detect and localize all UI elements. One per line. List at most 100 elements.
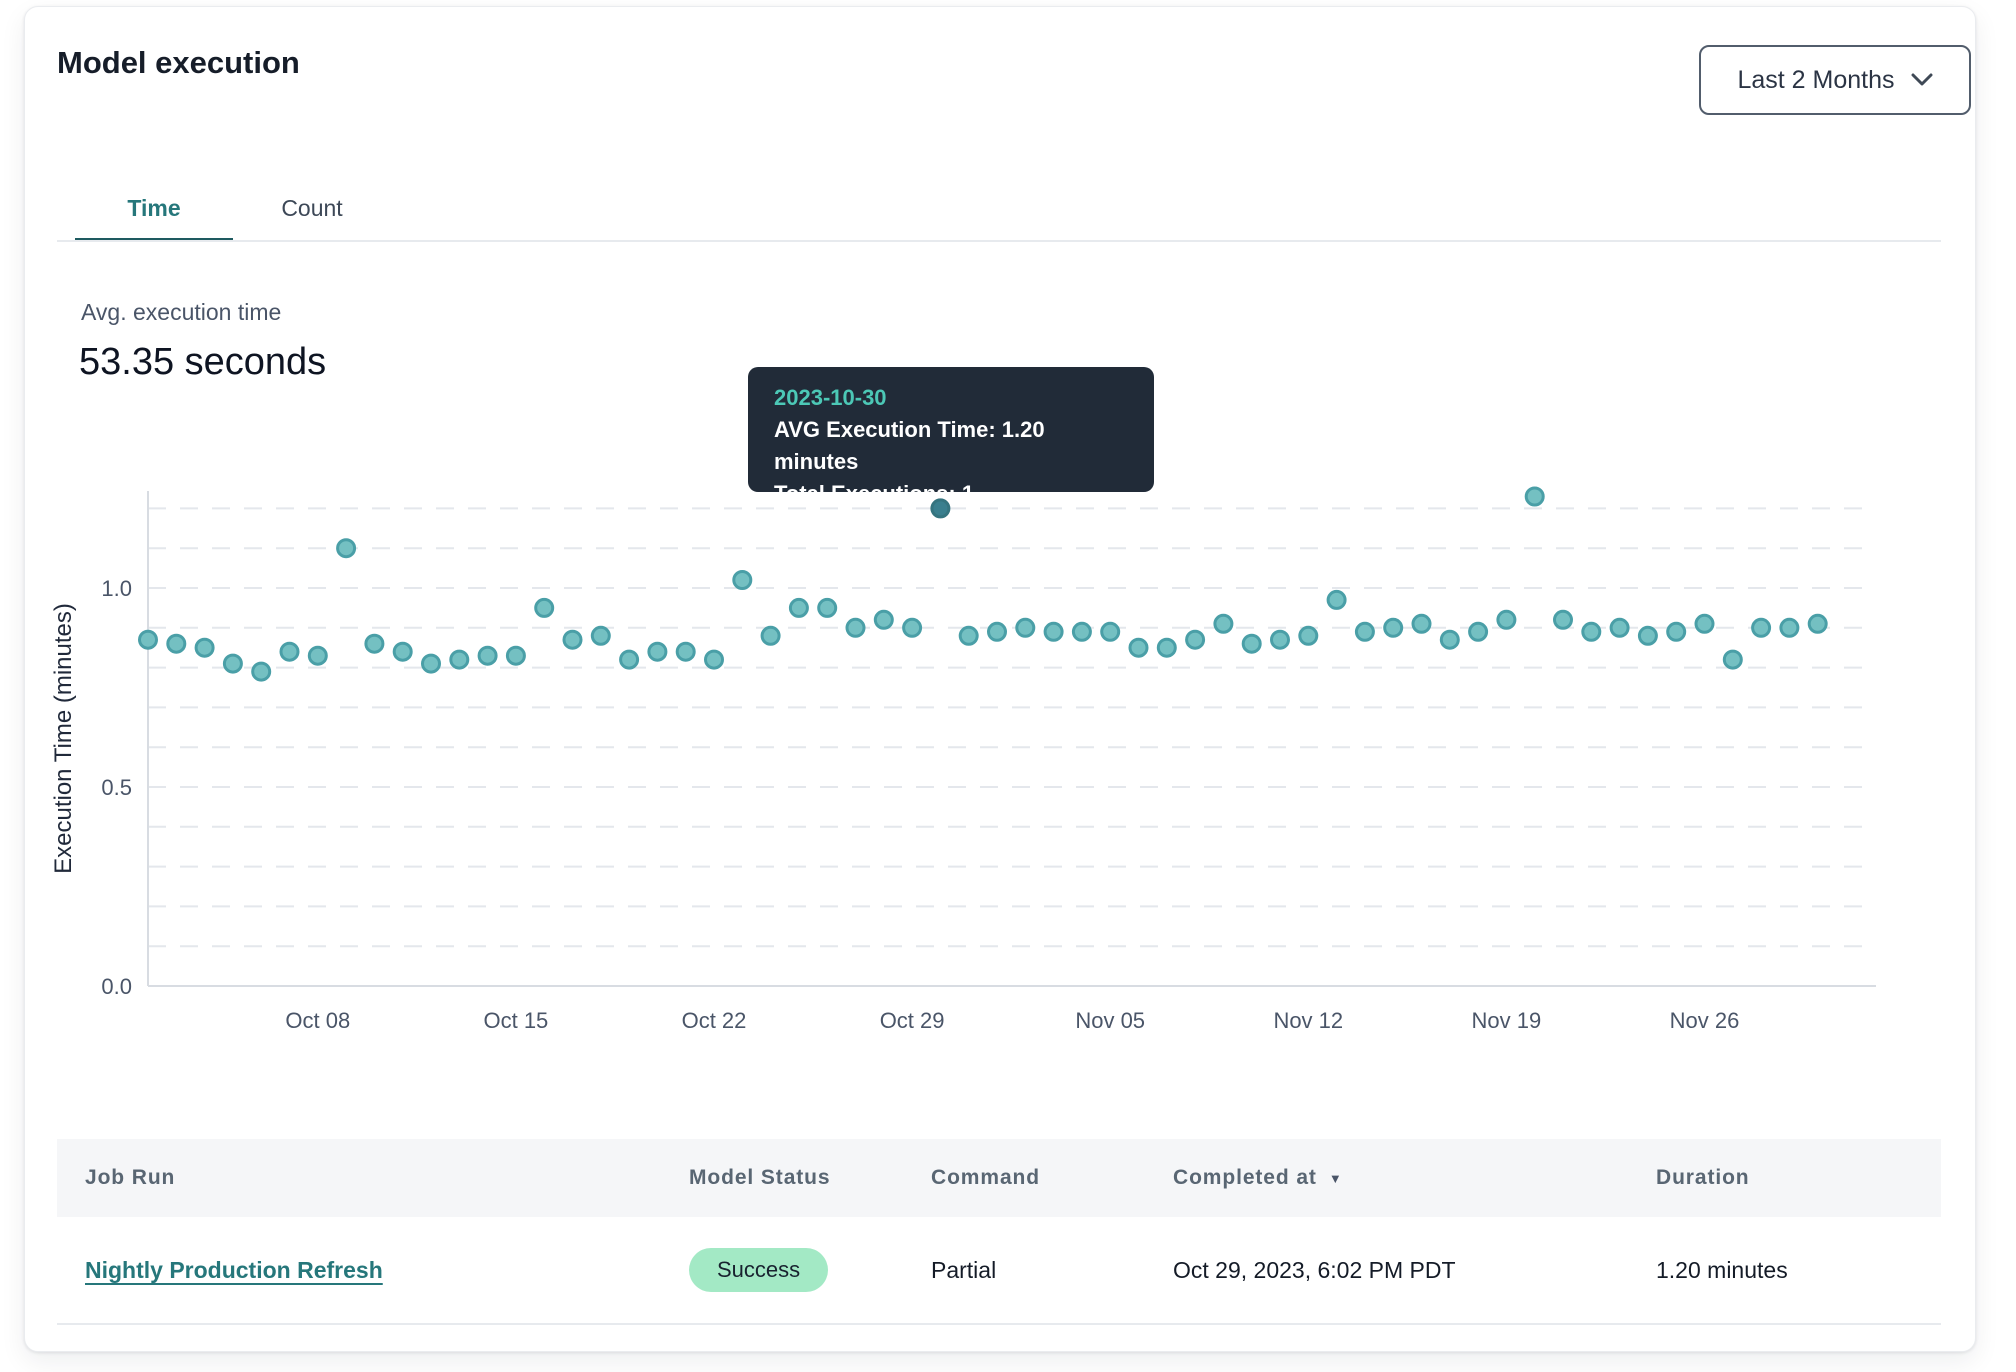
- data-point[interactable]: [251, 661, 272, 682]
- data-point[interactable]: [1553, 609, 1573, 630]
- x-tick-label: Oct 22: [682, 1008, 747, 1033]
- data-point[interactable]: [166, 633, 187, 654]
- data-point[interactable]: [1439, 629, 1460, 650]
- data-point[interactable]: [1383, 617, 1404, 638]
- column-header-job-run: Job Run: [85, 1166, 176, 1189]
- data-point[interactable]: [1298, 625, 1319, 646]
- chevron-down-icon: [1911, 73, 1933, 86]
- job-runs-table: Job Run Model Status Command Completed a…: [57, 1139, 1941, 1325]
- data-point[interactable]: [194, 637, 215, 658]
- table-row: Nightly Production Refresh Success Parti…: [57, 1217, 1941, 1325]
- data-point[interactable]: [1524, 486, 1545, 507]
- data-point[interactable]: [845, 617, 866, 638]
- data-point[interactable]: [1071, 621, 1092, 642]
- duration-cell: 1.20 minutes: [1656, 1256, 1788, 1283]
- data-point[interactable]: [590, 625, 611, 646]
- data-point[interactable]: [760, 625, 781, 646]
- date-range-dropdown[interactable]: Last 2 Months: [1699, 45, 1971, 115]
- data-point[interactable]: [1241, 633, 1262, 654]
- execution-time-scatter-chart[interactable]: 0.0 0.5 1.0 Execution Time (minutes) Oct 08 O…: [41, 421, 1951, 1071]
- data-point[interactable]: [987, 621, 1007, 642]
- data-point[interactable]: [449, 649, 470, 670]
- tooltip-avg-execution: AVG Execution Time: 1.20 minutes: [774, 417, 1045, 474]
- column-header-command: Command: [931, 1166, 1040, 1189]
- x-tick-label: Nov 26: [1670, 1008, 1740, 1033]
- data-point[interactable]: [873, 609, 894, 630]
- data-point[interactable]: [1722, 649, 1743, 670]
- data-point[interactable]: [477, 645, 498, 666]
- data-point[interactable]: [732, 570, 753, 590]
- data-point[interactable]: [902, 617, 923, 638]
- y-tick-label: 0.5: [101, 775, 132, 800]
- data-point[interactable]: [1807, 613, 1828, 634]
- chart-mode-tabs: Time Count: [75, 175, 391, 242]
- data-point[interactable]: [788, 597, 809, 618]
- date-range-label: Last 2 Months: [1737, 65, 1895, 94]
- data-point[interactable]: [1694, 613, 1715, 634]
- data-point[interactable]: [505, 645, 526, 666]
- completed-at-cell: Oct 29, 2023, 6:02 PM PDT: [1173, 1256, 1456, 1283]
- data-point[interactable]: [1751, 617, 1772, 638]
- column-header-completed-at[interactable]: Completed at ▼: [1173, 1166, 1343, 1189]
- data-point[interactable]: [1213, 613, 1234, 634]
- x-tick-label: Nov 19: [1472, 1008, 1542, 1033]
- job-run-link[interactable]: Nightly Production Refresh: [85, 1256, 383, 1283]
- data-point[interactable]: [1779, 617, 1800, 638]
- x-tick-label: Oct 29: [880, 1008, 945, 1033]
- tab-count[interactable]: Count: [281, 195, 343, 221]
- x-tick-label: Nov 05: [1075, 1008, 1145, 1033]
- table-header-row: Job Run Model Status Command Completed a…: [57, 1139, 1941, 1217]
- x-tick-label: Nov 12: [1273, 1008, 1343, 1033]
- data-point[interactable]: [307, 645, 328, 666]
- avg-execution-time-label: Avg. execution time: [81, 299, 282, 325]
- tabs-divider: [57, 240, 1941, 242]
- data-point[interactable]: [704, 649, 724, 670]
- data-point[interactable]: [562, 629, 583, 650]
- highlighted-data-point[interactable]: [930, 498, 951, 519]
- data-point[interactable]: [647, 641, 668, 662]
- y-tick-label: 0.0: [101, 974, 132, 999]
- page-title: Model execution: [57, 45, 300, 80]
- avg-execution-time-value: 53.35 seconds: [79, 341, 327, 383]
- data-point[interactable]: [364, 633, 385, 654]
- data-point[interactable]: [534, 597, 555, 618]
- tab-time[interactable]: Time: [75, 175, 233, 242]
- data-point[interactable]: [1637, 625, 1658, 646]
- y-axis-title: Execution Time (minutes): [50, 603, 77, 874]
- data-point[interactable]: [1043, 621, 1064, 642]
- data-point[interactable]: [336, 538, 357, 559]
- data-point[interactable]: [1015, 617, 1036, 638]
- column-header-model-status: Model Status: [689, 1166, 831, 1189]
- data-point[interactable]: [1581, 621, 1602, 642]
- model-execution-card: Model execution Last 2 Months Time Count…: [24, 6, 1976, 1352]
- data-point[interactable]: [279, 641, 300, 662]
- x-tick-label: Oct 08: [285, 1008, 350, 1033]
- y-tick-label: 1.0: [101, 576, 132, 601]
- data-point[interactable]: [675, 641, 696, 662]
- data-point[interactable]: [1270, 629, 1290, 650]
- data-point[interactable]: [958, 625, 979, 646]
- data-point[interactable]: [392, 641, 413, 662]
- status-badge: Success: [689, 1248, 829, 1292]
- data-point[interactable]: [421, 653, 441, 674]
- data-point[interactable]: [1411, 613, 1432, 634]
- data-point[interactable]: [1468, 621, 1489, 642]
- tooltip-date: 2023-10-30: [774, 385, 887, 410]
- sort-desc-icon[interactable]: ▼: [1328, 1170, 1343, 1186]
- data-point[interactable]: [1609, 617, 1630, 638]
- data-point[interactable]: [1326, 589, 1347, 610]
- data-point[interactable]: [817, 597, 838, 618]
- data-point[interactable]: [138, 629, 158, 650]
- data-point[interactable]: [1496, 609, 1517, 630]
- x-tick-label: Oct 15: [483, 1008, 548, 1033]
- data-point[interactable]: [619, 649, 640, 670]
- data-point[interactable]: [1128, 637, 1149, 658]
- data-point[interactable]: [1156, 637, 1177, 658]
- column-header-duration: Duration: [1656, 1166, 1750, 1189]
- data-point[interactable]: [1185, 629, 1206, 650]
- data-point[interactable]: [1100, 621, 1121, 642]
- command-cell: Partial: [931, 1256, 997, 1283]
- data-point[interactable]: [222, 653, 243, 674]
- data-point[interactable]: [1354, 621, 1375, 642]
- data-point[interactable]: [1666, 621, 1687, 642]
